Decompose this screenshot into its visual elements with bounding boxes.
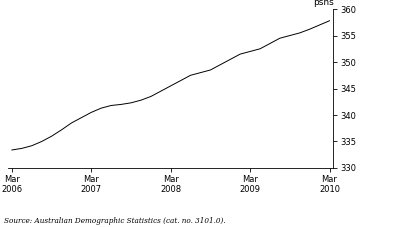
Text: Source: Australian Demographic Statistics (cat. no. 3101.0).: Source: Australian Demographic Statistic… — [4, 217, 225, 225]
Text: psns: psns — [313, 0, 333, 7]
